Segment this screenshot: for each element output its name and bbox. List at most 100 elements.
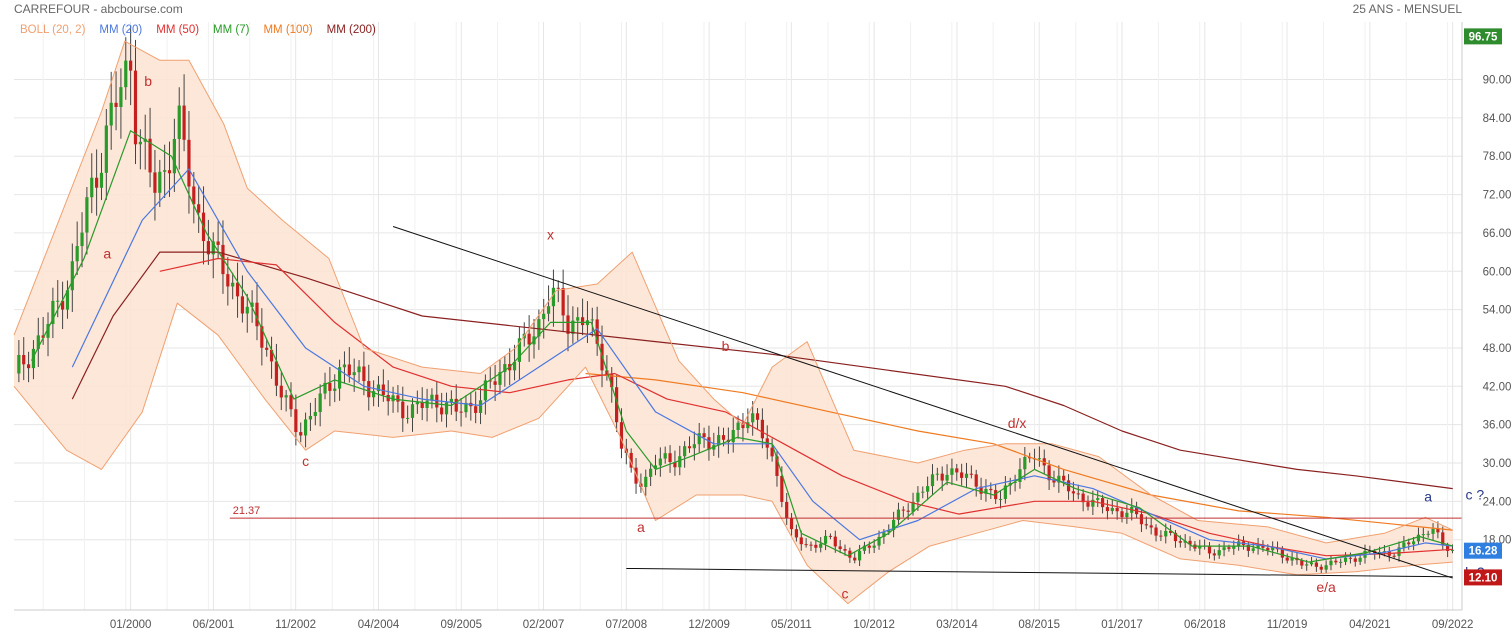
candle-body (1125, 512, 1129, 518)
candle-body (1222, 547, 1226, 551)
candle-body (372, 391, 376, 398)
candle-body (989, 488, 993, 491)
candle-body (537, 319, 541, 337)
legend-item-boll[interactable]: BOLL (20, 2) (20, 24, 86, 36)
x-tick-label: 08/2015 (1018, 619, 1060, 631)
candle-body (775, 456, 779, 477)
series-mm-20 (71, 168, 1453, 560)
candle-body (755, 413, 760, 420)
legend-item-mm7[interactable]: MM (7) (213, 24, 250, 36)
candle-body (901, 509, 905, 511)
candle-body (1271, 547, 1275, 551)
wave-label: c (842, 585, 849, 601)
candle-body (60, 300, 65, 310)
candle-body (814, 544, 818, 548)
candle-body (65, 290, 70, 310)
candle-body (1305, 564, 1309, 566)
candle-body (994, 490, 998, 500)
candle-body (658, 458, 662, 466)
candle-body (828, 535, 833, 537)
candle-body (610, 374, 614, 388)
x-tick-label: 12/2009 (688, 619, 730, 631)
candle-body (172, 138, 176, 174)
candle-body (1052, 480, 1056, 483)
candle-body (498, 372, 502, 385)
candle-body (95, 177, 99, 188)
wave-label: b (144, 73, 152, 89)
trendline-1 (392, 226, 1453, 579)
candle-body (1164, 530, 1168, 537)
candle-body (979, 486, 983, 494)
candle-body (930, 474, 935, 487)
candle-body (17, 354, 21, 374)
wave-label: e/a (1316, 579, 1336, 595)
y-tick-label: 60.00 (1483, 266, 1512, 278)
candle-body (590, 319, 594, 321)
candle-body (1086, 502, 1090, 507)
legend-item-mm20[interactable]: MM (20) (99, 24, 143, 36)
price-tag-last: 16.28 (1469, 546, 1498, 558)
y-tick-label: 36.00 (1483, 420, 1512, 432)
price-tag-low-bg (1464, 569, 1502, 586)
moving-averages (13, 40, 1453, 605)
candle-body (867, 545, 871, 548)
candle-body (595, 319, 599, 344)
bollinger-band (14, 41, 1453, 604)
candle-body (571, 320, 575, 334)
candle-body (780, 476, 784, 502)
candle-body (352, 372, 356, 376)
x-tick-label: 03/2014 (936, 619, 978, 631)
candle-body (401, 401, 405, 419)
y-tick-label: 66.00 (1483, 228, 1512, 240)
candle-body (1105, 507, 1110, 512)
candle-body (51, 300, 55, 325)
candle-body (566, 315, 570, 334)
series-mm-200 (71, 251, 1453, 490)
legend-item-mm200[interactable]: MM (200) (326, 24, 376, 36)
candle-body (649, 468, 653, 477)
candle-body (1169, 530, 1173, 533)
candle-body (1212, 553, 1216, 556)
candle-body (119, 87, 123, 107)
candle-body (1018, 469, 1022, 483)
candle-body (464, 402, 468, 413)
candle-body (1198, 545, 1202, 549)
candle-body (303, 419, 308, 436)
x-tick-label: 02/2007 (523, 619, 565, 631)
candle-body (1290, 557, 1294, 561)
candle-body (347, 364, 351, 376)
legend-item-mm100[interactable]: MM (100) (263, 24, 313, 36)
price-tag-low: 12.10 (1469, 572, 1498, 584)
candle-body (1037, 458, 1041, 460)
candle-body (1159, 535, 1163, 537)
candle-body (580, 317, 585, 326)
candle-body (133, 70, 138, 145)
candle-body (153, 172, 157, 193)
y-tick-label: 84.00 (1483, 113, 1512, 125)
candle-body (945, 474, 949, 481)
candle-body (323, 382, 327, 394)
candle-body (226, 274, 230, 287)
candle-body (1023, 457, 1027, 470)
candle-body (376, 384, 381, 392)
candle-body (197, 204, 201, 213)
candle-body (1339, 561, 1343, 563)
candle-body (488, 380, 492, 382)
candle-body (1110, 507, 1114, 512)
candle-body (114, 102, 118, 107)
candle-body (1285, 557, 1289, 561)
y-tick-label: 48.00 (1483, 343, 1512, 355)
candle-body (1421, 534, 1425, 536)
legend-item-mm50[interactable]: MM (50) (156, 24, 200, 36)
candle-body (833, 536, 837, 547)
candle-body (687, 446, 692, 449)
candle-body (615, 387, 619, 423)
candle-body (294, 409, 298, 433)
candle-body (289, 395, 293, 410)
candle-body (22, 354, 26, 365)
candle-body (255, 302, 259, 327)
candle-body (1334, 560, 1338, 563)
candle-body (342, 364, 347, 368)
candle-body (877, 536, 881, 546)
